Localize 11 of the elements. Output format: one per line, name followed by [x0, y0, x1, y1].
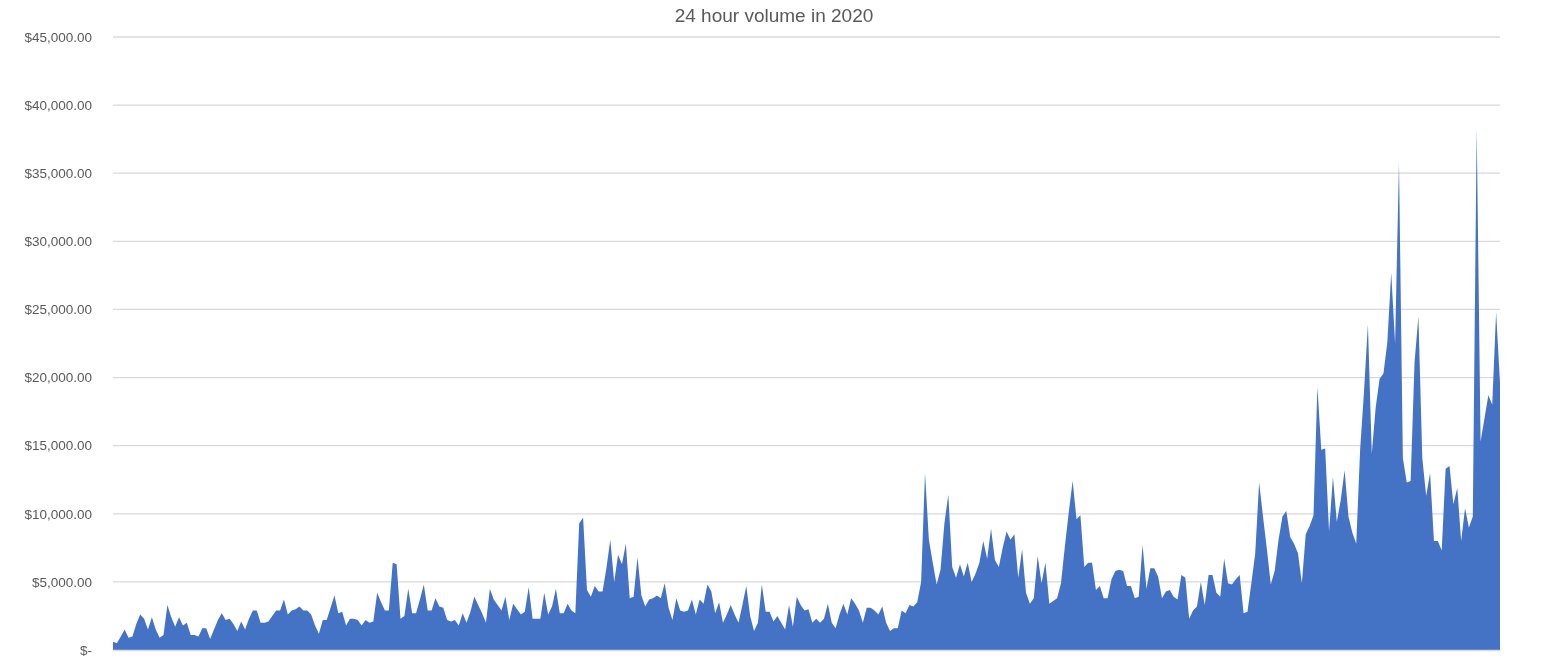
y-tick-label: $30,000.00 [24, 234, 92, 250]
y-tick-label: $35,000.00 [24, 166, 92, 182]
chart-title: 24 hour volume in 2020 [674, 5, 874, 26]
y-tick-label: $5,000.00 [31, 574, 92, 590]
y-tick-label: $40,000.00 [24, 97, 92, 113]
y-tick-label: $15,000.00 [24, 438, 92, 454]
y-tick-label: $20,000.00 [24, 370, 92, 386]
y-tick-label: $45,000.00 [24, 29, 92, 45]
y-tick-label: $10,000.00 [24, 506, 92, 522]
y-tick-label: $25,000.00 [24, 302, 92, 318]
y-tick-label: $- [79, 642, 92, 658]
